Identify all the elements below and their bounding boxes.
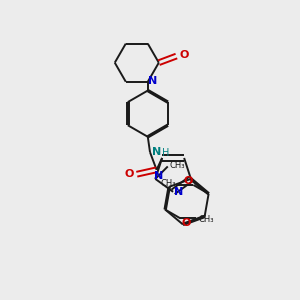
Text: O: O (124, 169, 134, 179)
Text: CH₃: CH₃ (160, 179, 176, 188)
Text: O: O (183, 176, 193, 185)
Text: N: N (148, 76, 157, 85)
Text: O: O (179, 50, 189, 60)
Text: O: O (181, 218, 190, 228)
Text: CH₃: CH₃ (170, 161, 185, 170)
Text: CH₃: CH₃ (198, 215, 214, 224)
Text: N: N (174, 187, 183, 197)
Text: H: H (162, 148, 169, 158)
Text: N: N (154, 171, 163, 181)
Text: N: N (152, 147, 161, 157)
